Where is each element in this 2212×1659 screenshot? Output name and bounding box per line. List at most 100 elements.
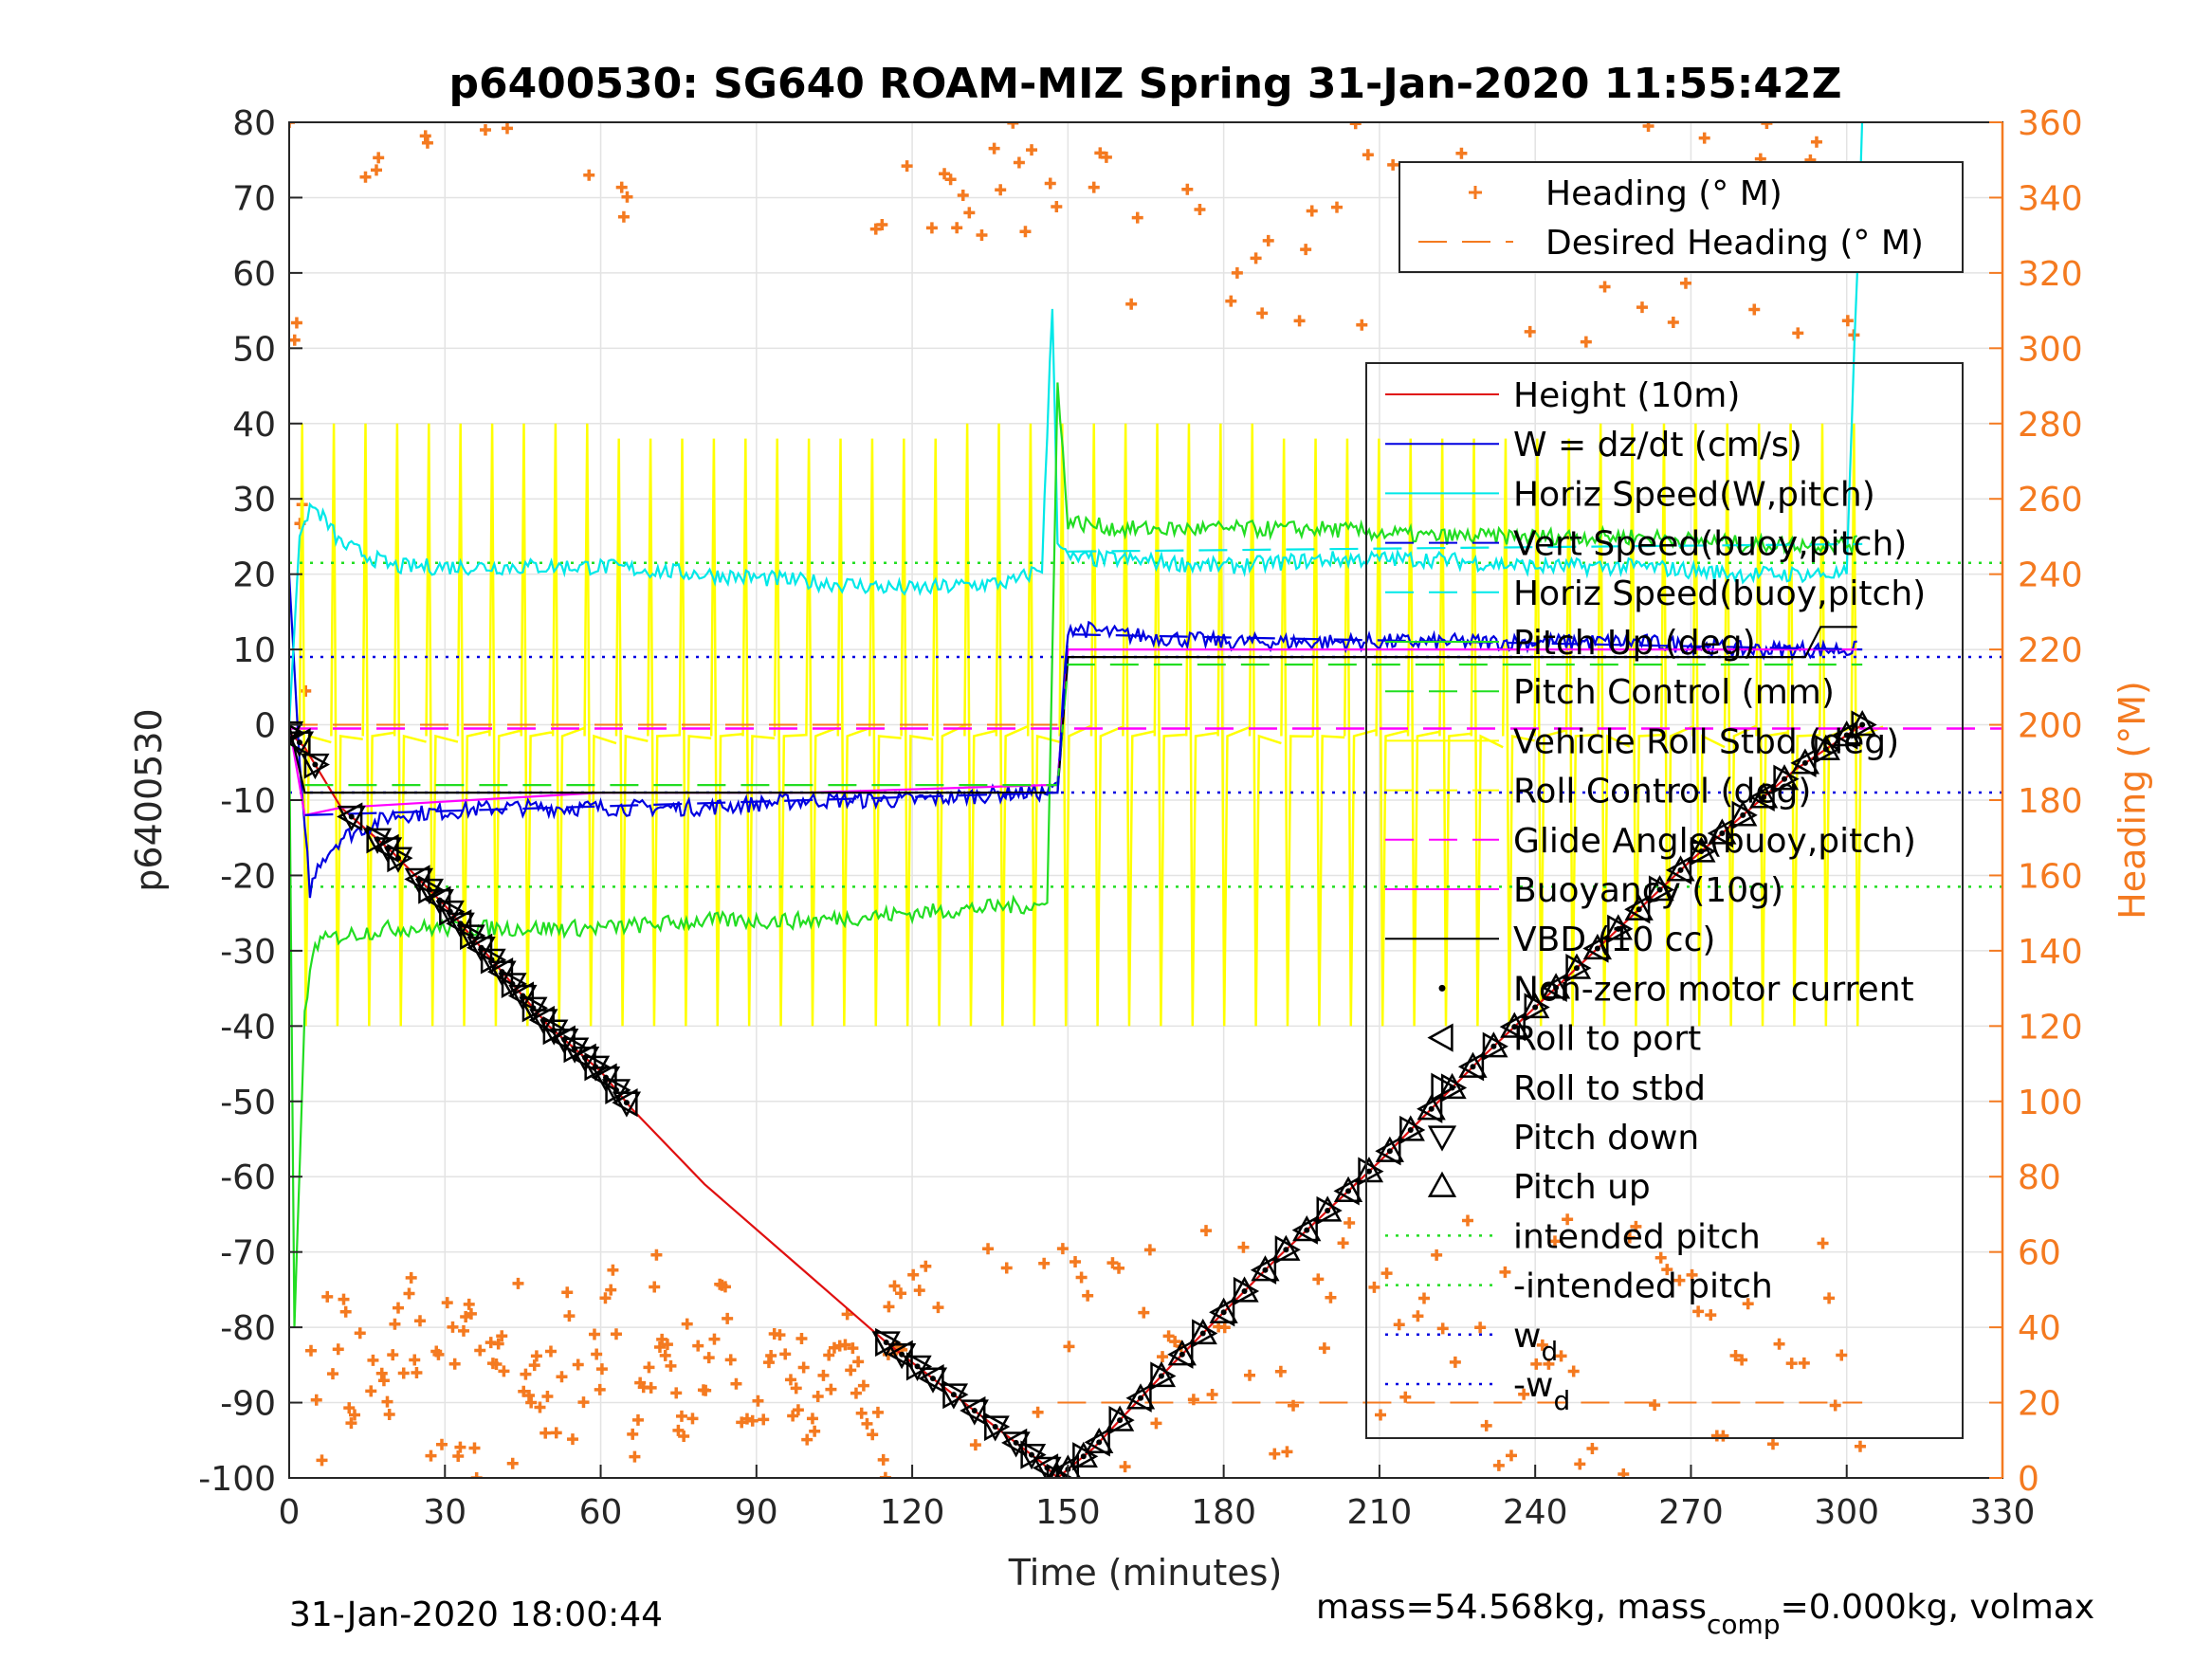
heading-point bbox=[411, 1366, 423, 1378]
heading-point bbox=[617, 210, 630, 223]
heading-point bbox=[1436, 1322, 1449, 1335]
heading-point bbox=[643, 1361, 655, 1374]
legend-label: wd bbox=[1513, 1317, 1558, 1367]
heading-point bbox=[774, 1329, 786, 1341]
heading-point bbox=[841, 1308, 853, 1321]
motor-marker-down bbox=[980, 1415, 1010, 1442]
heading-point bbox=[1344, 1217, 1356, 1230]
heading-point bbox=[447, 1321, 459, 1333]
heading-point bbox=[345, 1417, 357, 1430]
heading-point bbox=[1773, 1338, 1785, 1350]
heading-point bbox=[1580, 336, 1592, 348]
heading-point bbox=[672, 1424, 685, 1436]
heading-point bbox=[479, 123, 491, 136]
heading-point bbox=[544, 1345, 557, 1358]
motor-marker-left bbox=[960, 1395, 986, 1426]
motor-marker-up bbox=[1333, 1176, 1363, 1202]
heading-point bbox=[976, 228, 988, 241]
heading-point bbox=[506, 1457, 519, 1469]
heading-point bbox=[988, 142, 1000, 155]
heading-point bbox=[629, 1450, 641, 1463]
y-tick-label-left: 80 bbox=[232, 104, 276, 143]
heading-point bbox=[1200, 1225, 1213, 1237]
motor-marker-left bbox=[1333, 1176, 1360, 1206]
heading-point bbox=[1143, 1244, 1156, 1256]
x-tick-label: 0 bbox=[279, 1493, 301, 1532]
y-tick-label-right: 220 bbox=[2018, 631, 2083, 670]
motor-marker-right bbox=[1648, 875, 1675, 904]
heading-point bbox=[1056, 1243, 1069, 1255]
motor-current-dot bbox=[1029, 1451, 1035, 1458]
heading-point bbox=[1474, 1322, 1487, 1334]
motor-marker-right bbox=[942, 1379, 969, 1410]
heading-point bbox=[653, 1341, 666, 1354]
motor-marker-up bbox=[1105, 1405, 1135, 1431]
motor-current-dot bbox=[1013, 1439, 1019, 1446]
motor-marker-left bbox=[1417, 1094, 1443, 1123]
heading-point bbox=[857, 1379, 869, 1392]
x-tick-label: 60 bbox=[579, 1493, 623, 1532]
motor-current-dot bbox=[1199, 1330, 1206, 1337]
motor-marker-right bbox=[1233, 1276, 1260, 1306]
heading-point bbox=[1051, 200, 1063, 212]
motor-current-dot bbox=[1179, 1351, 1185, 1358]
heading-point bbox=[577, 1396, 590, 1409]
heading-point bbox=[304, 1344, 317, 1357]
heading-series bbox=[289, 122, 1866, 1478]
legend-label: Vehicle Roll Stbd (deg) bbox=[1513, 722, 1899, 761]
motor-marker-right bbox=[1316, 1195, 1343, 1226]
heading-point bbox=[563, 1310, 576, 1322]
heading-point bbox=[678, 1430, 690, 1442]
heading-point bbox=[703, 1352, 715, 1364]
motor-marker-right bbox=[1482, 1031, 1508, 1061]
heading-point bbox=[403, 1287, 415, 1300]
main-legend: Height (10m) W = dz/dt (cm/s) Horiz Speed(… bbox=[1365, 362, 1964, 1439]
heading-point bbox=[1075, 1271, 1088, 1284]
motor-marker-right bbox=[1072, 1442, 1099, 1471]
y-tick-label-left: 60 bbox=[232, 255, 276, 294]
motor-marker-left bbox=[887, 1340, 913, 1369]
legend-label: -intended pitch bbox=[1513, 1267, 1773, 1306]
heading-point bbox=[452, 1449, 465, 1462]
motor-marker-up bbox=[1541, 973, 1571, 999]
heading-point bbox=[1044, 177, 1056, 190]
heading-legend-label: Heading (° M) bbox=[1545, 174, 1782, 213]
heading-point bbox=[1231, 266, 1243, 279]
heading-point bbox=[1281, 1446, 1293, 1458]
heading-point bbox=[1325, 1291, 1337, 1304]
motor-marker-right bbox=[387, 844, 413, 873]
motor-marker-up bbox=[1582, 933, 1613, 960]
axes: 0 30 60 90 120 150 180 210 240 270 300 330807060504… bbox=[198, 104, 2082, 1532]
heading-point bbox=[470, 1472, 483, 1478]
heading-point bbox=[883, 1301, 895, 1313]
heading-point bbox=[901, 160, 913, 173]
heading-point bbox=[1530, 1358, 1543, 1370]
heading-point bbox=[1599, 281, 1611, 293]
y-tick-label-right: 120 bbox=[2018, 1008, 2083, 1047]
motor-marker-up bbox=[1645, 874, 1674, 902]
motor-marker-up bbox=[1167, 1340, 1197, 1366]
motor-current-dot bbox=[1594, 945, 1600, 952]
motor-marker-left bbox=[1499, 1012, 1526, 1042]
heading-point bbox=[1630, 1220, 1642, 1232]
motor-marker-up bbox=[1396, 1115, 1425, 1141]
legend-label: Roll to stbd bbox=[1513, 1069, 1706, 1108]
heading-point bbox=[454, 1441, 466, 1453]
heading-legend: Heading (° M) Desired Heading (° M) bbox=[1398, 161, 1964, 273]
legend-label: intended pitch bbox=[1513, 1217, 1761, 1256]
motor-current-dot bbox=[1428, 1105, 1435, 1112]
motor-marker-up bbox=[1251, 1255, 1280, 1282]
heading-point bbox=[591, 1348, 603, 1360]
heading-point bbox=[861, 1417, 873, 1430]
motor-marker-down bbox=[539, 1019, 569, 1046]
legend-label: Vert Speed(buoy,pitch) bbox=[1513, 525, 1907, 564]
heading-point bbox=[969, 1439, 981, 1451]
heading-point bbox=[871, 1406, 884, 1418]
motor-marker-up bbox=[1354, 1157, 1384, 1183]
heading-point bbox=[1269, 1448, 1281, 1460]
heading-point bbox=[1736, 1354, 1748, 1366]
motor-marker-down bbox=[612, 1091, 642, 1118]
heading-point bbox=[995, 184, 1007, 196]
motor-marker-right bbox=[1607, 914, 1634, 943]
legend-label: -wd bbox=[1513, 1366, 1570, 1416]
